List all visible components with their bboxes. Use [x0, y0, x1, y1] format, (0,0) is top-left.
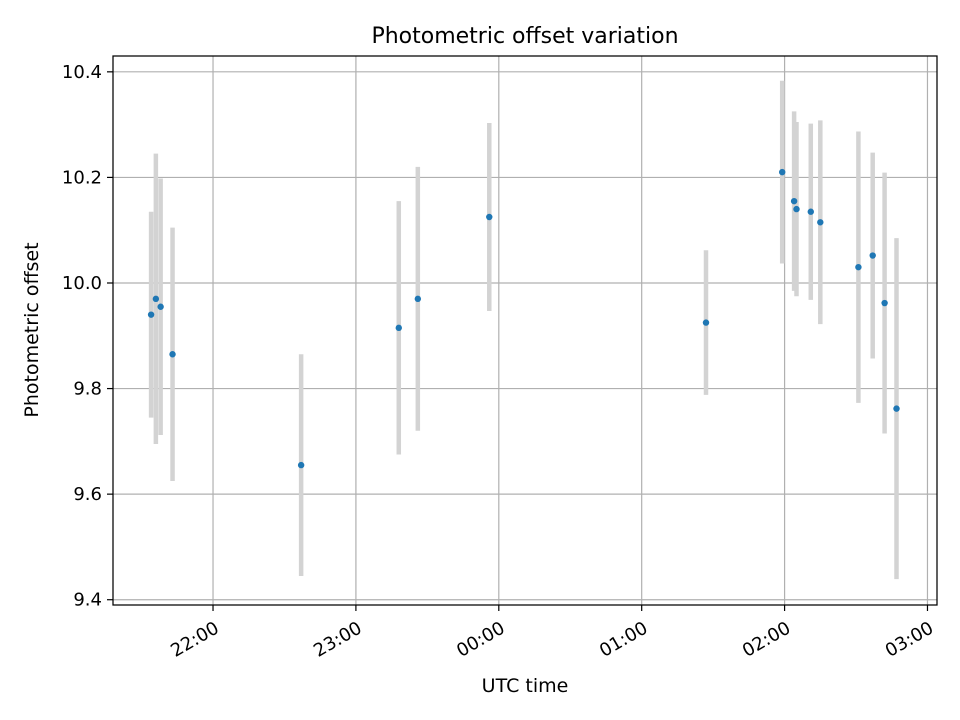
x-axis-label: UTC time — [482, 675, 569, 697]
data-point — [881, 299, 888, 307]
data-point — [807, 208, 814, 215]
y-tick-label: 10.0 — [62, 273, 102, 294]
data-point — [893, 405, 900, 412]
y-tick-label: 10.4 — [62, 62, 102, 83]
data-point — [486, 213, 493, 221]
data-point — [779, 168, 786, 176]
data-point — [152, 295, 160, 303]
data-point — [414, 295, 422, 303]
data-point — [793, 205, 800, 213]
chart-title: Photometric offset variation — [371, 24, 678, 49]
data-point — [869, 252, 876, 259]
data-point — [395, 324, 402, 332]
data-point — [790, 197, 798, 205]
y-axis-label: Photometric offset — [21, 242, 43, 417]
y-tick-label: 10.2 — [62, 167, 102, 188]
y-tick-label: 9.8 — [73, 379, 102, 400]
grid — [113, 56, 937, 605]
data-point — [297, 461, 305, 469]
data-point — [817, 219, 824, 226]
y-tick-label: 9.4 — [73, 590, 102, 611]
data-points — [147, 168, 900, 469]
data-point — [702, 319, 710, 326]
data-point — [169, 351, 176, 358]
y-tick-label: 9.6 — [73, 484, 102, 505]
data-point — [157, 303, 164, 310]
data-point — [855, 263, 862, 271]
plot-frame — [112, 55, 938, 606]
data-point — [147, 311, 155, 318]
